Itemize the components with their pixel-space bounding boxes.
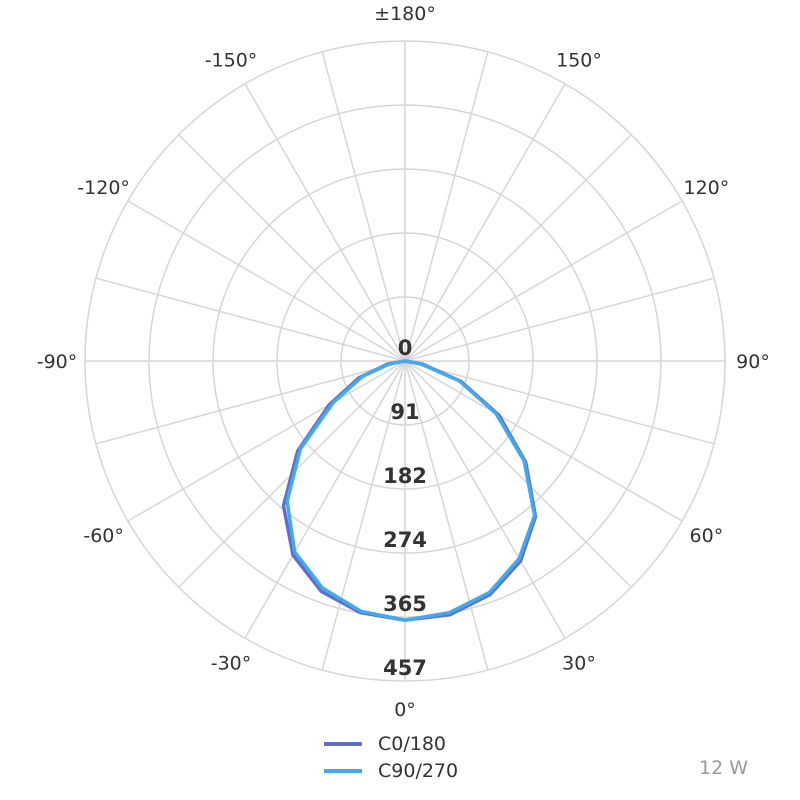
grid-spoke xyxy=(404,83,566,362)
angle-labels: 0° 30° 60° 90° 120° 150° ±180° -150° -120° -90° -6… xyxy=(37,3,770,721)
grid-spoke xyxy=(321,360,406,671)
grid-spoke xyxy=(404,360,715,445)
radial-tick-label: 365 xyxy=(383,592,427,616)
grid-spoke xyxy=(244,83,406,362)
angle-label: ±180° xyxy=(374,3,436,25)
grid-spoke xyxy=(95,277,406,362)
grid-spoke xyxy=(404,360,566,639)
legend-label: C0/180 xyxy=(378,732,447,755)
angle-label: -120° xyxy=(77,177,130,199)
grid-spokes xyxy=(85,41,725,681)
angle-label: -150° xyxy=(205,50,258,72)
angle-label: 120° xyxy=(683,177,729,199)
radial-tick-label: 457 xyxy=(383,656,427,680)
grid-spoke xyxy=(404,360,683,522)
angle-label: 0° xyxy=(394,699,416,721)
grid-spoke xyxy=(321,51,406,362)
angle-label: -30° xyxy=(211,652,252,674)
angle-label: 30° xyxy=(562,652,596,674)
grid-spoke xyxy=(95,360,406,445)
radial-tick-labels: 0 91 182 274 365 457 xyxy=(383,336,427,680)
radial-tick-label: 91 xyxy=(390,400,419,424)
grid-spoke xyxy=(404,200,683,362)
radial-tick-label: 0 xyxy=(398,336,413,360)
grid-spoke xyxy=(127,360,406,522)
grid-spoke xyxy=(244,360,406,639)
curves xyxy=(281,359,538,622)
angle-label: 60° xyxy=(690,525,724,547)
legend-label: C90/270 xyxy=(378,759,459,782)
radial-tick-label: 182 xyxy=(383,464,427,488)
grid-spoke xyxy=(404,360,489,671)
grid-spoke xyxy=(127,200,406,362)
legend-swatch xyxy=(324,768,362,773)
legend-item-c90-270: C90/270 xyxy=(324,757,458,784)
angle-label: -90° xyxy=(37,351,78,373)
grid-spoke xyxy=(404,277,715,362)
legend-item-c0-180: C0/180 xyxy=(324,730,458,757)
grid-spoke xyxy=(404,51,489,362)
angle-label: -60° xyxy=(83,525,124,547)
legend-swatch xyxy=(324,741,362,746)
grid-spoke xyxy=(404,360,632,588)
grid-spoke xyxy=(178,134,406,362)
angle-label: 150° xyxy=(556,50,602,72)
radial-tick-label: 274 xyxy=(383,528,427,552)
series-curve xyxy=(285,359,537,622)
power-label: 12 W xyxy=(698,757,748,779)
legend: C0/180 C90/270 xyxy=(324,730,458,784)
angle-label: 90° xyxy=(736,351,770,373)
grid-spoke xyxy=(404,134,632,362)
